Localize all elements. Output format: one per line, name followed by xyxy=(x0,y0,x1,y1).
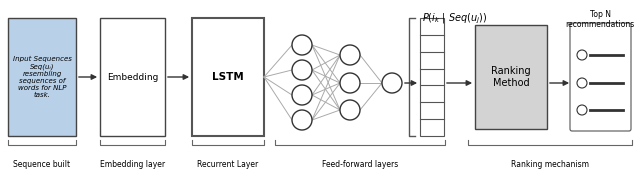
Circle shape xyxy=(340,100,360,120)
Text: Ranking
Method: Ranking Method xyxy=(491,66,531,88)
Bar xyxy=(100,18,165,136)
Circle shape xyxy=(340,73,360,93)
Bar xyxy=(192,18,264,136)
Text: $P(i_k\ |\ Seq(u_j))$: $P(i_k\ |\ Seq(u_j))$ xyxy=(422,12,488,26)
Bar xyxy=(8,18,76,136)
Bar xyxy=(475,25,547,129)
Text: Embedding: Embedding xyxy=(107,72,158,82)
Text: Feed-forward layers: Feed-forward layers xyxy=(322,160,398,169)
Circle shape xyxy=(382,73,402,93)
Circle shape xyxy=(292,85,312,105)
Text: Recurrent Layer: Recurrent Layer xyxy=(197,160,259,169)
Circle shape xyxy=(292,60,312,80)
Bar xyxy=(420,18,444,136)
Text: Ranking mechanism: Ranking mechanism xyxy=(511,160,589,169)
Circle shape xyxy=(292,35,312,55)
Text: Input Sequences
Seq(uᵢ)
resembling
sequences of
words for NLP
task.: Input Sequences Seq(uᵢ) resembling seque… xyxy=(13,56,72,98)
Text: Embedding layer: Embedding layer xyxy=(100,160,165,169)
Circle shape xyxy=(577,78,587,88)
Text: LSTM: LSTM xyxy=(212,72,244,82)
Circle shape xyxy=(292,110,312,130)
Text: Top N
recommendations: Top N recommendations xyxy=(565,10,635,29)
FancyBboxPatch shape xyxy=(570,23,631,131)
Circle shape xyxy=(577,105,587,115)
Circle shape xyxy=(577,50,587,60)
Text: Sequence built: Sequence built xyxy=(13,160,70,169)
Circle shape xyxy=(340,45,360,65)
